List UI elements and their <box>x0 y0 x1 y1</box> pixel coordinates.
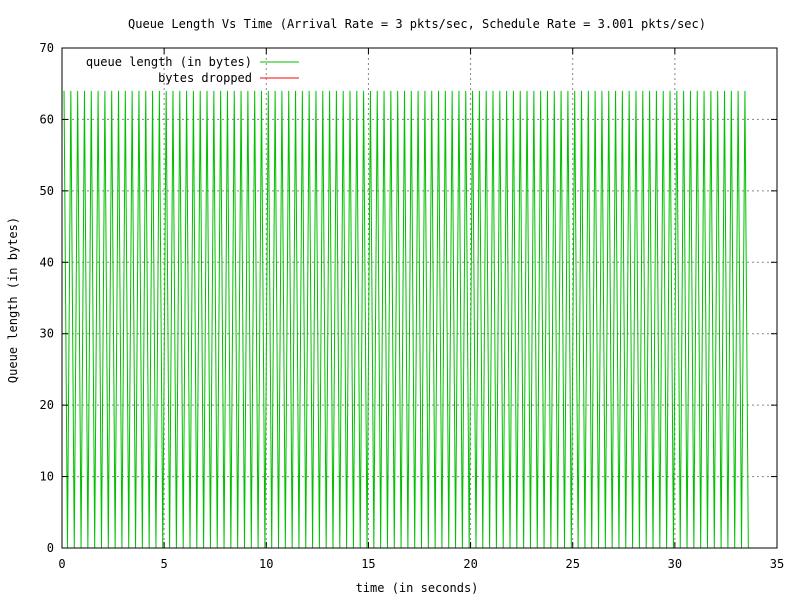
legend-label: queue length (in bytes) <box>86 55 252 69</box>
axis-ticks <box>61 47 778 549</box>
x-tick-label: 0 <box>58 557 65 571</box>
y-axis-label: Queue length (in bytes) <box>6 217 20 383</box>
y-tick-label: 40 <box>40 255 54 269</box>
legend-label: bytes dropped <box>158 71 252 85</box>
y-tick-label: 20 <box>40 398 54 412</box>
plot-frame <box>61 47 778 549</box>
chart-title: Queue Length Vs Time (Arrival Rate = 3 p… <box>128 17 706 31</box>
x-axis-label: time (in seconds) <box>356 581 479 595</box>
x-tick-label: 5 <box>161 557 168 571</box>
y-tick-label: 50 <box>40 184 54 198</box>
y-tick-label: 70 <box>40 41 54 55</box>
x-tick-label: 30 <box>668 557 682 571</box>
plot-area <box>63 90 749 549</box>
series-line-0 <box>63 90 749 549</box>
legend: queue length (in bytes) bytes dropped <box>86 55 299 85</box>
y-tick-label: 10 <box>40 470 54 484</box>
x-tick-label: 10 <box>259 557 273 571</box>
y-tick-label: 30 <box>40 327 54 341</box>
tick-labels: 0 5 10 15 20 25 30 35 0 10 20 30 40 50 60 70 <box>40 41 785 571</box>
y-tick-label: 60 <box>40 112 54 126</box>
x-tick-label: 20 <box>463 557 477 571</box>
x-tick-label: 25 <box>565 557 579 571</box>
x-tick-label: 15 <box>361 557 375 571</box>
x-tick-label: 35 <box>770 557 784 571</box>
y-tick-label: 0 <box>47 541 54 555</box>
